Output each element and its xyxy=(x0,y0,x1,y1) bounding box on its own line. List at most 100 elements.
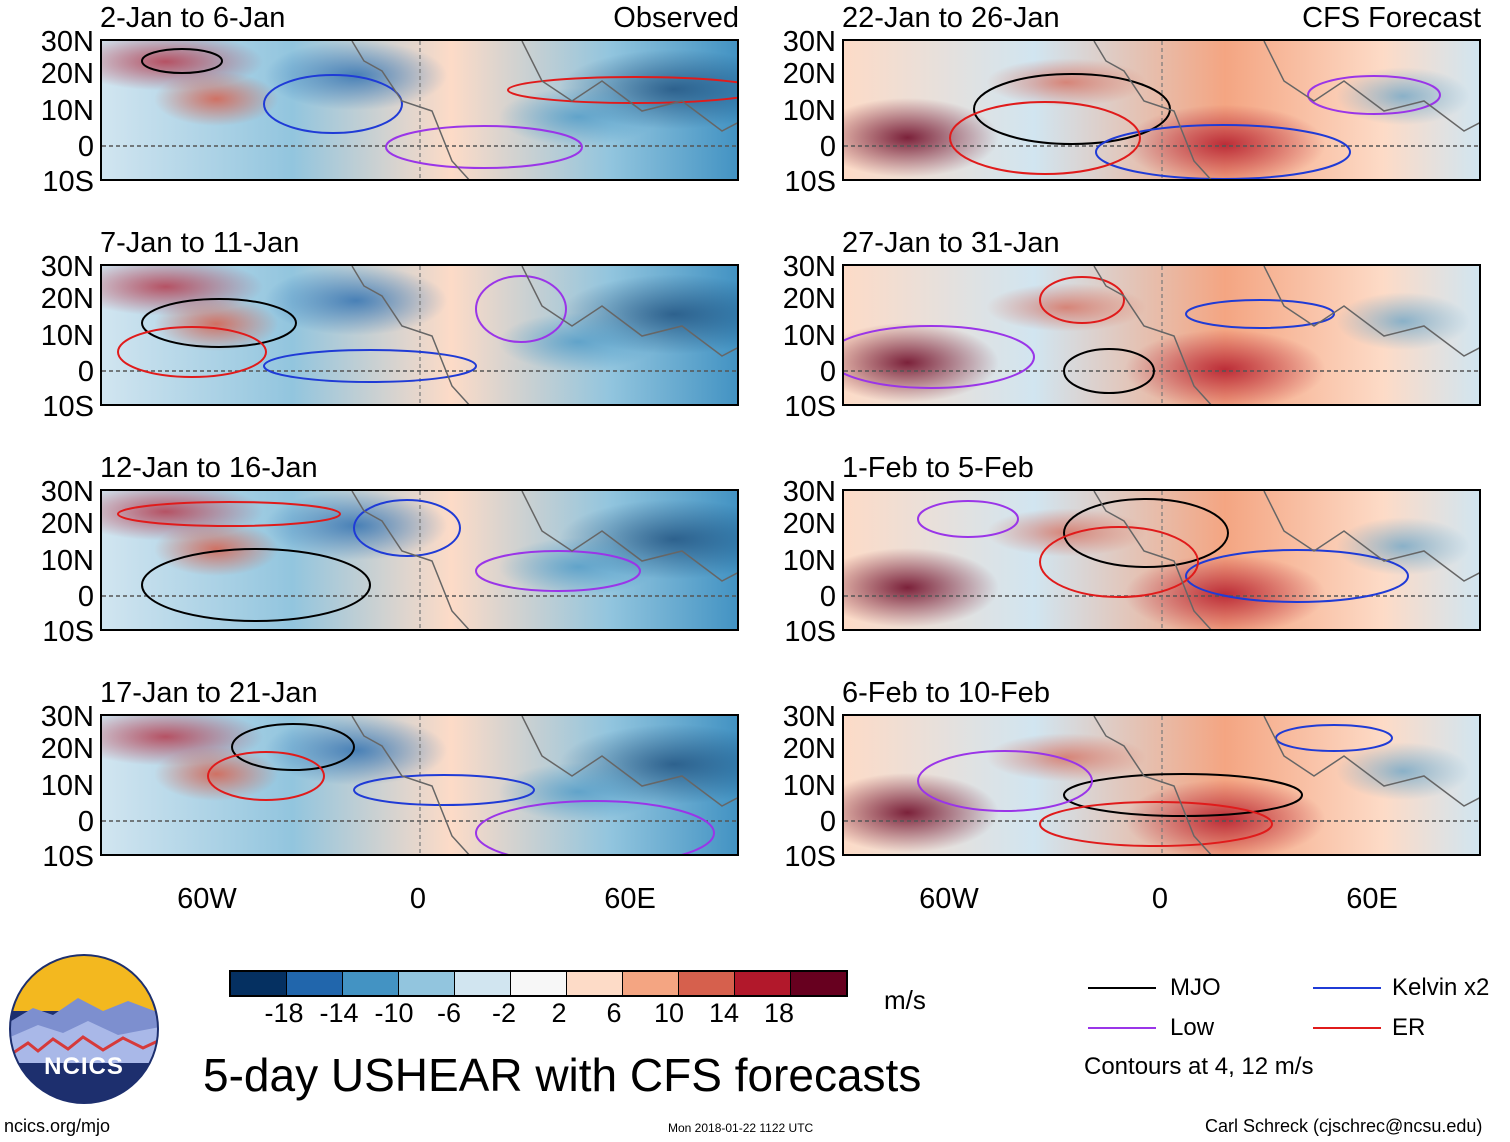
y-tick-label: 0 xyxy=(77,356,94,388)
contour-mjo xyxy=(141,48,223,74)
ncics-logo: NCICS xyxy=(8,953,160,1105)
contour-kelvin-x2 xyxy=(1185,549,1409,603)
panel-title: 2-Jan to 6-Jan xyxy=(100,2,286,34)
legend-line-er xyxy=(1313,1027,1381,1029)
colorbar-level-label: 18 xyxy=(763,998,795,1028)
y-tick-label: 20N xyxy=(782,283,836,315)
colorbar xyxy=(229,970,848,997)
contour-overlay xyxy=(844,716,1479,854)
panel-title: 17-Jan to 21-Jan xyxy=(100,677,318,709)
y-tick-label: 20N xyxy=(782,733,836,765)
contour-overlay xyxy=(844,266,1479,404)
y-tick-label: 30N xyxy=(782,476,836,508)
y-tick-label: 0 xyxy=(819,131,836,163)
contour-er xyxy=(1039,801,1273,847)
legend-label-mjo: MJO xyxy=(1170,974,1221,1001)
shear-map-panel xyxy=(842,714,1481,856)
colorbar-swatch xyxy=(231,972,287,995)
contour-overlay xyxy=(102,491,737,629)
contour-mjo xyxy=(231,723,355,771)
units-label: m/s xyxy=(884,985,926,1015)
shear-map-panel xyxy=(842,264,1481,406)
contour-er xyxy=(117,501,341,527)
colorbar-swatch xyxy=(567,972,623,995)
coastline xyxy=(351,716,737,854)
colorbar-swatch xyxy=(679,972,735,995)
y-tick-label: 30N xyxy=(40,251,94,283)
contour-low xyxy=(475,800,715,854)
contour-low xyxy=(1307,75,1441,115)
contour-overlay xyxy=(102,266,737,404)
y-tick-label: 30N xyxy=(40,476,94,508)
shear-map-panel xyxy=(100,489,739,631)
coastline xyxy=(1093,266,1479,404)
colorbar-swatch xyxy=(511,972,567,995)
y-tick-label: 10S xyxy=(42,616,94,648)
contour-low xyxy=(475,550,641,592)
colorbar-level-label: 14 xyxy=(708,998,740,1028)
panel-title: 7-Jan to 11-Jan xyxy=(100,227,300,259)
panel-title: 12-Jan to 16-Jan xyxy=(100,452,318,484)
colorbar-level-label: -2 xyxy=(491,998,516,1028)
contour-mjo xyxy=(1063,498,1229,568)
y-tick-label: 10N xyxy=(782,95,836,127)
contour-mjo xyxy=(141,548,371,622)
y-tick-label: 10S xyxy=(42,841,94,873)
y-tick-label: 0 xyxy=(77,581,94,613)
y-tick-label: 0 xyxy=(77,131,94,163)
y-tick-label: 30N xyxy=(782,701,836,733)
colorbar-swatch xyxy=(399,972,455,995)
contour-er xyxy=(117,326,267,378)
author-credit: Carl Schreck (cjschrec@ncsu.edu) xyxy=(1205,1116,1483,1136)
y-tick-label: 0 xyxy=(819,356,836,388)
contour-overlay xyxy=(844,491,1479,629)
contour-low xyxy=(475,275,567,343)
contour-kelvin-x2 xyxy=(353,774,535,806)
colorbar-level-label: 6 xyxy=(606,998,622,1028)
panel-title: 27-Jan to 31-Jan xyxy=(842,227,1060,259)
y-tick-label: 10N xyxy=(40,95,94,127)
y-tick-label: 30N xyxy=(782,26,836,58)
contour-kelvin-x2 xyxy=(1185,299,1335,329)
contour-mjo xyxy=(141,298,297,348)
timestamp: Mon 2018-01-22 1122 UTC xyxy=(668,1121,814,1135)
y-tick-label: 20N xyxy=(40,58,94,90)
ncics-logo-icon xyxy=(9,954,159,1104)
y-tick-label: 30N xyxy=(40,26,94,58)
contour-er xyxy=(949,101,1141,175)
y-tick-label: 10S xyxy=(42,391,94,423)
x-tick-label: 60W xyxy=(177,883,237,915)
legend-line-kelvin xyxy=(1313,987,1381,989)
shear-map-panel xyxy=(100,714,739,856)
contour-kelvin-x2 xyxy=(263,74,403,134)
y-tick-label: 10S xyxy=(784,616,836,648)
colorbar-level-label: 2 xyxy=(551,998,567,1028)
legend-label-low: Low xyxy=(1170,1014,1215,1041)
panel-tag: Observed xyxy=(613,2,739,34)
legend-line-mjo xyxy=(1088,987,1156,989)
contour-low xyxy=(917,500,1019,538)
x-tick-label: 0 xyxy=(1151,883,1169,915)
panel-title: 6-Feb to 10-Feb xyxy=(842,677,1050,709)
y-tick-label: 30N xyxy=(40,701,94,733)
x-tick-label: 60E xyxy=(1346,883,1398,915)
contour-low xyxy=(844,325,1035,389)
colorbar-swatch xyxy=(343,972,399,995)
contour-kelvin-x2 xyxy=(1095,124,1351,179)
colorbar-level-label: -6 xyxy=(436,998,461,1028)
y-tick-label: 20N xyxy=(40,733,94,765)
site-link[interactable]: ncics.org/mjo xyxy=(4,1116,111,1136)
colorbar-level-label: -10 xyxy=(374,998,414,1028)
coastline xyxy=(1093,41,1479,179)
shear-map-panel xyxy=(100,264,739,406)
coastline xyxy=(351,491,737,629)
contour-mjo xyxy=(973,73,1171,145)
y-tick-label: 10N xyxy=(782,320,836,352)
legend-label-kelvin: Kelvin x2 xyxy=(1392,974,1490,1001)
logo-text: NCICS xyxy=(44,1053,124,1080)
shear-map-panel xyxy=(842,489,1481,631)
y-tick-label: 0 xyxy=(819,806,836,838)
coastline xyxy=(1093,716,1479,854)
coastline xyxy=(1093,491,1479,629)
y-tick-label: 10N xyxy=(782,770,836,802)
